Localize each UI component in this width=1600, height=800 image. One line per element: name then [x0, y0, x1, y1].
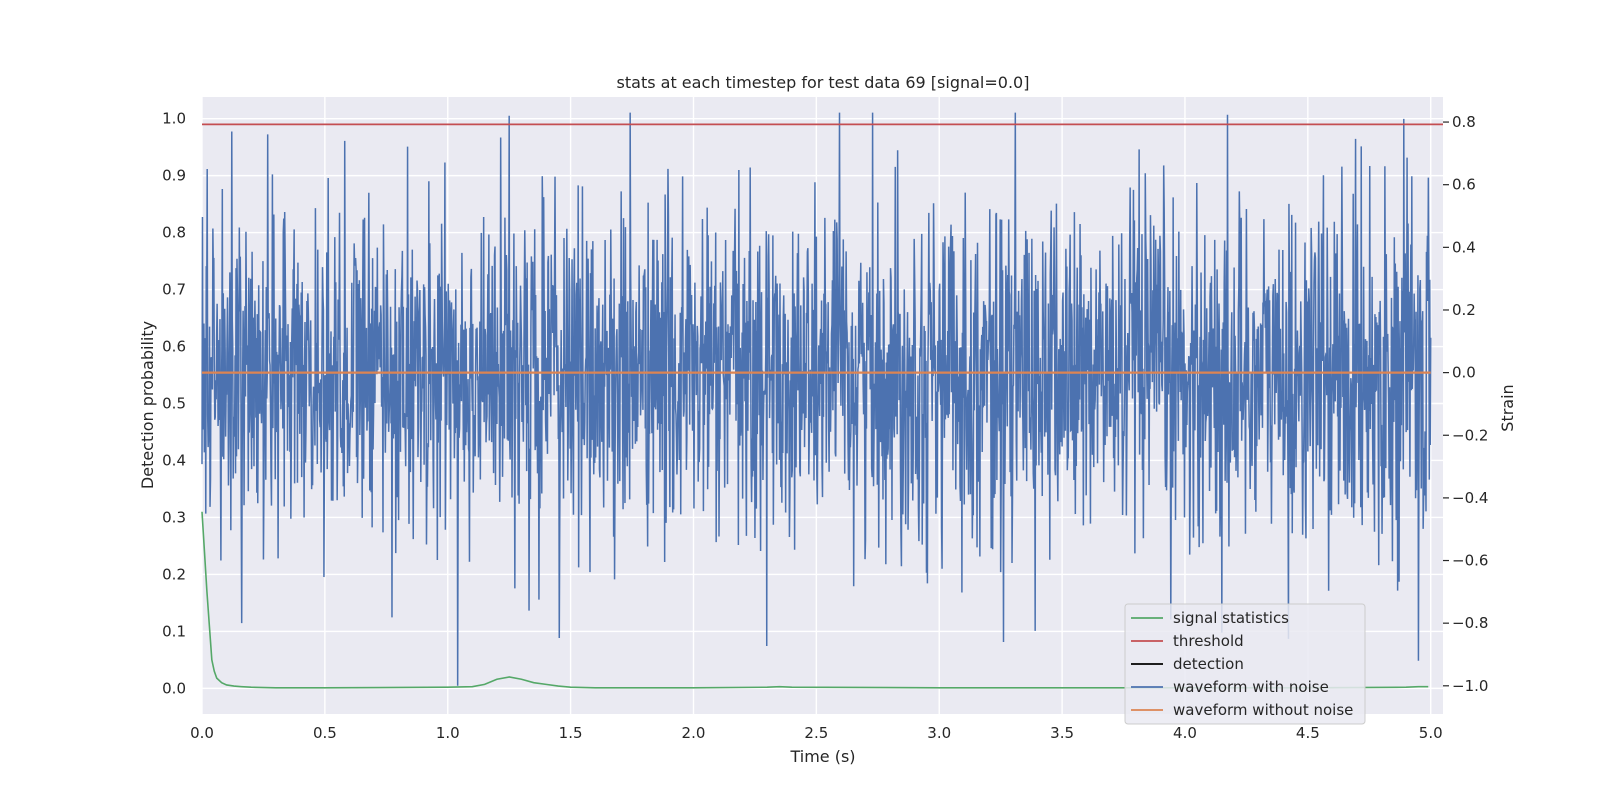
- x-tick-label: 1.0: [436, 724, 460, 742]
- legend-label: waveform without noise: [1173, 701, 1353, 719]
- y2-axis-label: Strain: [1498, 384, 1517, 431]
- y2-tick-label: 0.2: [1452, 301, 1476, 319]
- x-tick-label: 2.0: [682, 724, 706, 742]
- y-tick-label: 0.6: [162, 338, 186, 356]
- x-tick-label: 0.5: [313, 724, 337, 742]
- y-tick-label: 0.9: [162, 167, 186, 185]
- y2-tick-label: −0.8: [1452, 614, 1488, 632]
- x-tick-label: 5.0: [1419, 724, 1443, 742]
- legend-label: waveform with noise: [1173, 678, 1329, 696]
- x-tick-label: 4.0: [1173, 724, 1197, 742]
- y-tick-label: 1.0: [162, 110, 186, 128]
- legend: signal statistics threshold detection wavef…: [1124, 603, 1366, 725]
- y2-tick-label: 0.6: [1452, 176, 1476, 194]
- x-axis-label: Time (s): [789, 747, 855, 766]
- x-tick-label: 2.5: [804, 724, 828, 742]
- y2-tick-label: −0.2: [1452, 426, 1488, 444]
- y2-tick-label: −0.6: [1452, 552, 1488, 570]
- chart-title: stats at each timestep for test data 69 …: [617, 73, 1030, 92]
- y2-tick-label: −0.4: [1452, 489, 1488, 507]
- y2-tick-label: 0.8: [1452, 113, 1476, 131]
- legend-box: [1124, 603, 1366, 725]
- y-tick-label: 0.0: [162, 679, 186, 697]
- x-tick-label: 3.5: [1050, 724, 1074, 742]
- y-tick-label: 0.8: [162, 224, 186, 242]
- legend-label: detection: [1173, 655, 1244, 673]
- x-tick-label: 1.5: [559, 724, 583, 742]
- legend-label: signal statistics: [1173, 609, 1289, 627]
- y2-tick-label: −1.0: [1452, 677, 1488, 695]
- series-waveform-with-noise: [201, 112, 1432, 686]
- plot-area: 0.0 0.5 1.0 1.5 2.0 2.5 3.0 3.5 4.0 4.5 5.0 0.0 0.1 0…: [162, 97, 1488, 742]
- x-tick-label: 4.5: [1296, 724, 1320, 742]
- y-tick-label: 0.3: [162, 508, 186, 526]
- y2-tick-label: 0.0: [1452, 364, 1476, 382]
- y-tick-label: 0.5: [162, 395, 186, 413]
- x-tick-label: 0.0: [190, 724, 214, 742]
- y-tick-label: 0.7: [162, 281, 186, 299]
- y-tick-label: 0.2: [162, 565, 186, 583]
- y-tick-label: 0.1: [162, 622, 186, 640]
- legend-label: threshold: [1173, 632, 1244, 650]
- y-tick-label: 0.4: [162, 451, 186, 469]
- y2-tick-label: 0.4: [1452, 238, 1476, 256]
- series-signal-statistics: [201, 511, 1429, 689]
- x-tick-label: 3.0: [927, 724, 951, 742]
- y-axis-label: Detection probability: [138, 321, 157, 489]
